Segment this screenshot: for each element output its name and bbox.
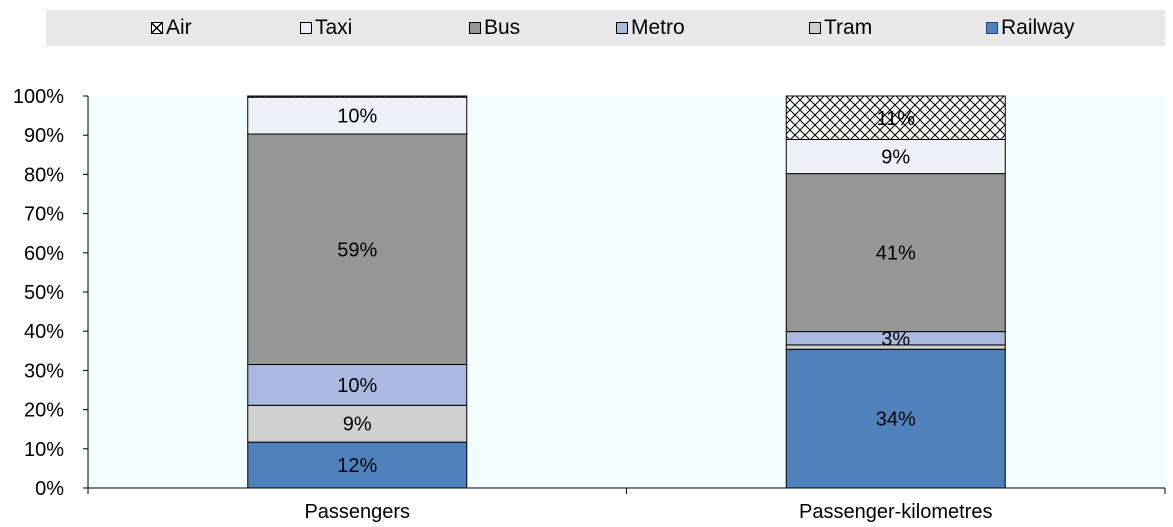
data-label-passengers-tram: 9% — [343, 414, 372, 436]
chart-legend: Air Taxi Bus Metro Tram Railway — [46, 10, 1165, 46]
data-label-passengers-railway: 12% — [337, 455, 377, 477]
y-tick-label: 70% — [24, 204, 64, 226]
y-tick-label: 40% — [24, 321, 64, 343]
data-label-passengers-taxi: 10% — [337, 106, 377, 128]
data-labels-layer: 12% 9% 10% 59% 10% 34% 3% 41% 9% 11% — [337, 106, 916, 477]
legend-swatch-tram — [809, 22, 821, 34]
bar-segment-passenger-kilometres-taxi — [785, 139, 1006, 175]
y-tick-label: 30% — [24, 360, 64, 382]
legend-label-metro: Metro — [631, 16, 685, 39]
bar-segment-passengers-air — [247, 95, 468, 98]
legend-item-tram: Tram — [809, 10, 872, 46]
legend-swatch-metro — [616, 22, 628, 34]
data-label-passengers-metro: 10% — [337, 375, 377, 397]
data-label-passengers-bus: 59% — [337, 239, 377, 261]
y-tick-label: 50% — [24, 282, 64, 304]
y-tick-label: 60% — [24, 243, 64, 265]
legend-item-taxi: Taxi — [300, 10, 352, 46]
legend-swatch-bus — [469, 22, 481, 34]
bar-segment-passengers-taxi — [247, 96, 468, 135]
legend-label-bus: Bus — [484, 16, 521, 39]
bar-segment-passenger-kilometres-bus — [785, 173, 1006, 333]
legend-swatch-taxi — [300, 22, 312, 34]
y-tick-label: 10% — [24, 439, 64, 461]
legend-swatch-air — [151, 22, 163, 34]
bars-layer — [247, 95, 1006, 489]
legend-label-taxi: Taxi — [315, 16, 353, 39]
data-label-passenger-kilometres-bus: 41% — [876, 243, 916, 265]
legend-label-tram: Tram — [824, 16, 873, 39]
legend-item-air: Air — [151, 10, 192, 46]
y-tick-label: 90% — [24, 125, 64, 147]
bar-segment-passengers-tram — [247, 404, 468, 443]
legend-label-air: Air — [166, 16, 192, 39]
x-tick-label-passengers: Passengers — [304, 501, 410, 523]
data-label-passenger-kilometres-railway: 34% — [876, 409, 916, 431]
y-tick-label: 0% — [35, 478, 64, 500]
y-tick-label: 100% — [13, 86, 64, 108]
legend-item-bus: Bus — [469, 10, 520, 46]
bar-segment-passenger-kilometres-air — [785, 95, 1006, 141]
data-label-passenger-kilometres-taxi: 9% — [881, 147, 910, 169]
legend-item-railway: Railway — [986, 10, 1075, 46]
data-label-passenger-kilometres-metro: 3% — [881, 328, 910, 350]
bar-segment-passengers-railway — [247, 441, 468, 489]
bar-segment-passengers-metro — [247, 364, 468, 406]
legend-label-railway: Railway — [1001, 16, 1075, 39]
data-label-passenger-kilometres-air: 11% — [876, 108, 915, 130]
y-tick-label: 20% — [24, 400, 64, 422]
legend-item-metro: Metro — [616, 10, 685, 46]
legend-swatch-railway — [986, 22, 998, 34]
axes-layer: 0% 10% 20% 30% 40% 50% 60% 70% 80% 90% 100% Passeng… — [13, 86, 1166, 523]
y-tick-label: 80% — [24, 164, 64, 186]
x-tick-label-passenger-kilometres: Passenger-kilometres — [799, 501, 992, 523]
bar-segment-passengers-bus — [247, 133, 468, 366]
